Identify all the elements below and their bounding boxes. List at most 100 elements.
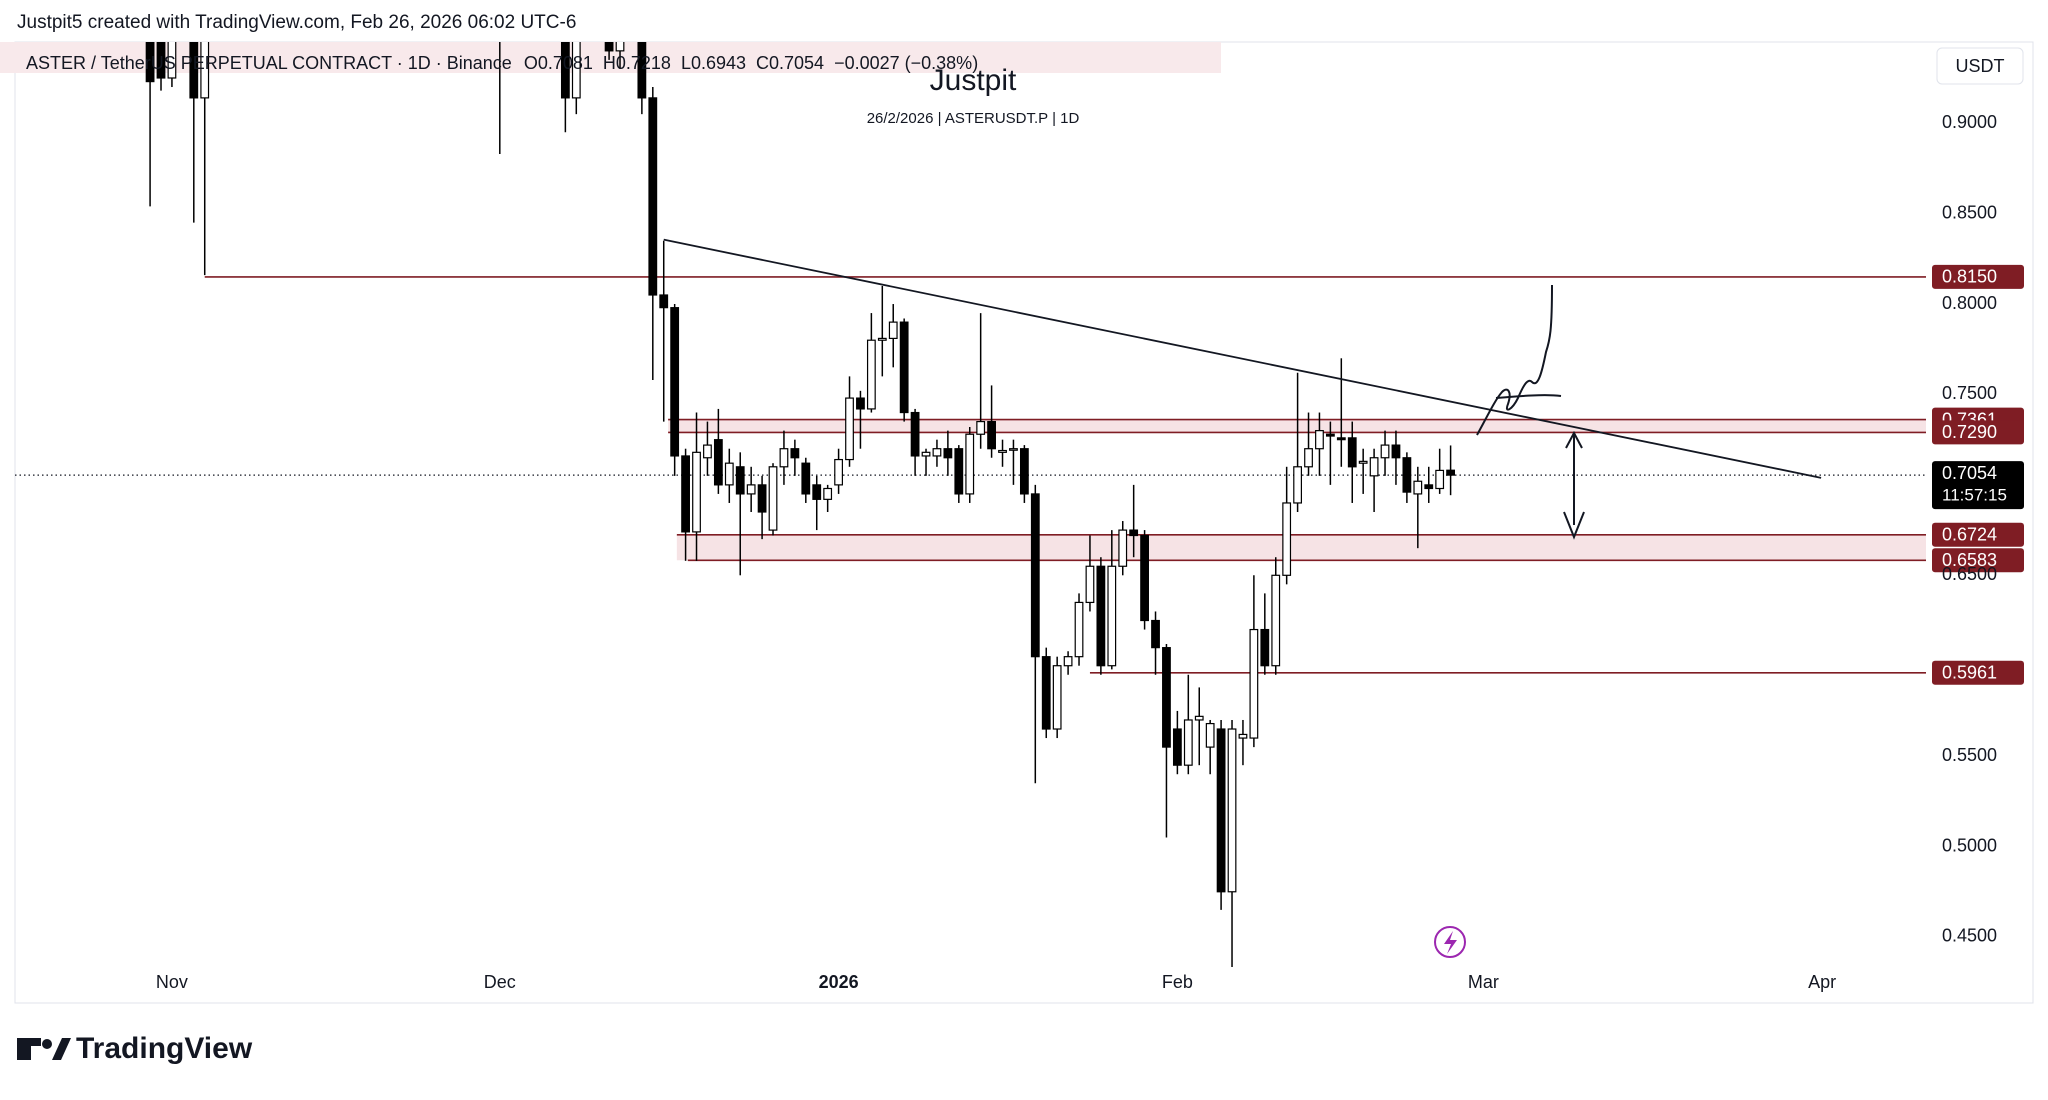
candle-body	[1380, 444, 1390, 459]
candle-body	[735, 466, 745, 495]
candle-body	[1325, 433, 1335, 437]
x-tick-label: Feb	[1162, 972, 1193, 992]
y-tick-label: 0.7500	[1942, 383, 1997, 403]
x-tick-label: Nov	[156, 972, 188, 992]
x-tick-label: Mar	[1468, 972, 1499, 992]
candle-body	[156, 42, 166, 79]
currency[interactable]: USDT	[1956, 56, 2005, 76]
chart-subtitle: 26/2/2026 | ASTERUSDT.P | 1D	[867, 110, 1080, 127]
candle-body	[1183, 719, 1193, 766]
y-tick-label: 0.9000	[1942, 112, 1997, 132]
candle-body	[1446, 469, 1455, 476]
candle-body	[703, 444, 712, 459]
candle-body	[1151, 619, 1160, 649]
candle-body	[1435, 469, 1445, 490]
candle-body	[1085, 565, 1095, 604]
candle-body	[648, 97, 658, 296]
symbol: ASTER / TetherUS PERPETUAL CONTRACT · 1D…	[26, 53, 512, 73]
candle-body	[932, 448, 942, 457]
candle-body	[1041, 656, 1051, 730]
candle-body	[834, 458, 843, 486]
candle-body	[167, 42, 177, 79]
candle-body	[1074, 601, 1084, 658]
currency-box[interactable]	[1936, 47, 2024, 85]
y-tick-label: 0.6500	[1942, 564, 1997, 584]
candle-body	[1391, 444, 1401, 459]
overlay: 0.81500.73610.72900.67240.65830.59610.70…	[1932, 264, 2024, 685]
candle-body	[1249, 628, 1259, 739]
candle-body	[1052, 665, 1062, 730]
trendline	[663, 238, 1822, 479]
candle-body	[571, 42, 581, 99]
candle-body	[845, 397, 854, 461]
candle-body	[1402, 457, 1412, 493]
candle-body	[1216, 728, 1226, 893]
candle-body	[724, 462, 734, 486]
candle-body	[145, 42, 155, 83]
price-tag	[1932, 548, 2024, 573]
alert-icon[interactable]	[1434, 926, 1466, 958]
legend-value: −0.0027 (−0.38%)	[834, 53, 978, 73]
candle-body	[1009, 448, 1018, 451]
candle-body	[943, 448, 953, 459]
candle-body	[1238, 733, 1248, 739]
candle-body	[779, 448, 789, 468]
candle-body	[1140, 534, 1149, 622]
candle-body	[1019, 448, 1029, 495]
price-tag-label: 0.6724	[1942, 525, 1997, 545]
chart-title: Justpit	[930, 64, 1017, 97]
price-tag	[1932, 420, 2024, 445]
price-tag-label: 0.6583	[1942, 550, 1997, 570]
candle-body	[1304, 448, 1313, 468]
candle-body	[899, 321, 909, 414]
candle-body	[713, 439, 723, 486]
legend-value: O0.7081	[524, 53, 593, 73]
candle-body	[615, 42, 625, 52]
candle-body	[583, 0, 591, 15]
candle-body	[1030, 493, 1040, 658]
candle-body	[1063, 656, 1073, 667]
x-tick-label: Dec	[484, 972, 516, 992]
brand-logo	[17, 1038, 71, 1060]
candle-body	[812, 484, 822, 500]
candle-body	[954, 448, 964, 495]
candle-body	[1129, 529, 1139, 537]
y-tick-label: 0.4500	[1942, 926, 1997, 946]
candle-body	[200, 42, 210, 99]
candle-body	[877, 337, 887, 341]
price-tag-label: 0.7290	[1942, 422, 1997, 442]
y-tick-label: 0.5000	[1942, 835, 1997, 855]
price-tag-label: 0.5961	[1942, 663, 1997, 683]
candle-body	[866, 339, 876, 410]
legend-value: H0.7218	[603, 53, 671, 73]
y-tick-label: 0.5500	[1942, 745, 1997, 765]
candle-body	[757, 484, 767, 513]
candle-body	[856, 397, 865, 410]
candle-body	[670, 307, 680, 457]
candle-body	[1293, 466, 1302, 504]
price-tag	[1932, 522, 2024, 547]
candle-body	[921, 451, 931, 457]
candle-body	[1271, 574, 1281, 667]
candle-body	[1369, 457, 1379, 477]
candle-body	[1358, 460, 1368, 464]
candle-body	[910, 411, 920, 457]
candle-body	[1118, 529, 1128, 567]
candle-body	[1424, 484, 1434, 490]
candle-body	[1096, 565, 1106, 667]
candle-body	[627, 0, 635, 15]
credit: Justpit5 created with TradingView.com, F…	[17, 12, 576, 33]
candle-body	[604, 42, 614, 52]
candle-body	[637, 42, 647, 99]
price-tag-label: 0.8150	[1942, 267, 1997, 287]
candle-body	[768, 466, 778, 531]
last-price-label: 0.7054	[1942, 463, 1997, 483]
price-tag	[1932, 264, 2024, 289]
price-tag	[1932, 660, 2024, 685]
countdown: 11:57:15	[1942, 486, 2007, 505]
candle-body	[1205, 722, 1215, 748]
candle-body	[823, 487, 833, 500]
candle-body	[790, 448, 800, 459]
